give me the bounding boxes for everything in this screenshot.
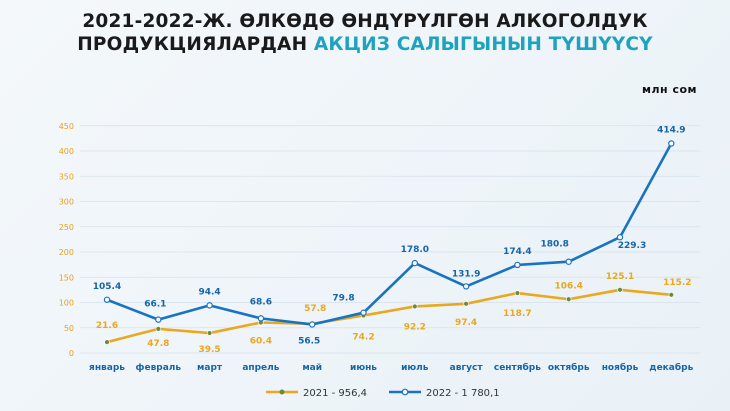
data-label-2022: 131.9 [452,269,480,279]
point-2021 [668,292,674,298]
legend-label-2022: 2022 - 1 780,1 [426,388,500,399]
data-label-2021: 47.8 [147,339,169,349]
chart-title: 2021-2022-Ж. ӨЛКӨДӨ ӨНДҮРҮЛГӨН АЛКОГОЛДУ… [0,10,730,56]
x-tick-label: май [302,363,322,373]
point-2022 [514,261,521,269]
legend-label-2021: 2021 - 956,4 [303,388,367,399]
y-tick-label: 100 [59,299,74,308]
point-2021 [206,330,213,336]
point-2022 [411,259,418,267]
x-tick-label: октябрь [548,362,590,373]
x-tick-label: август [450,363,484,373]
y-tick-label: 400 [59,147,74,156]
data-label-2022: 178.0 [401,245,429,255]
y-tick-label: 200 [59,248,74,257]
data-label-2022: 414.9 [657,125,685,135]
y-tick-label: 300 [59,198,74,207]
data-label-2022: 229.3 [618,241,646,251]
point-2022 [565,258,572,265]
x-tick-label: ноябрь [602,362,639,373]
data-label-2021: 125.1 [606,272,634,282]
data-label-2021: 74.2 [352,333,374,343]
point-2022 [206,302,213,309]
point-2022 [360,309,367,316]
unit-label: млн сом [642,83,698,96]
data-label-2022: 56.5 [298,336,320,346]
data-label-2021: 60.4 [250,336,272,346]
data-label-2021: 21.6 [96,321,118,331]
title-line-2: ПРОДУКЦИЯЛАРДАН АКЦИЗ САЛЫГЫНЫН ТҮШҮҮСҮ [0,33,730,56]
x-tick-label: февраль [136,363,182,373]
data-label-2021: 39.5 [198,345,220,355]
data-label-2022: 66.1 [144,300,166,310]
data-label-2021: 97.4 [455,318,477,328]
point-2022 [668,140,675,147]
data-label-2021: 118.7 [503,309,531,319]
data-label-2021: 115.2 [663,278,691,288]
data-label-2021: 106.4 [554,281,582,291]
data-label-2022: 68.6 [250,297,272,307]
x-tick-label: январь [89,363,125,373]
data-label-2021: 57.8 [304,304,326,314]
series-line-2021 [106,288,672,344]
point-2021 [514,290,521,296]
data-label-2021: 92.2 [404,322,426,332]
y-tick-label: 350 [59,172,74,181]
y-tick-label: 150 [59,273,74,282]
point-2021 [104,339,110,345]
x-tick-label: март [197,363,223,373]
data-label-2022: 105.4 [93,282,121,292]
x-tick-label: декабрь [649,362,693,373]
point-2021 [412,303,418,310]
series-line-2022 [106,142,673,326]
x-tick-label: июль [401,363,429,373]
x-tick-label: апрель [242,363,279,373]
title-line-2-b: АКЦИЗ САЛЫГЫНЫН ТҮШҮҮСҮ [313,34,653,55]
point-2022 [155,316,162,323]
legend-marker-2021 [279,389,285,395]
y-tick-label: 450 [59,122,74,131]
x-tick-label: сентябрь [494,362,541,373]
y-tick-label: 50 [64,324,74,333]
point-2022 [462,283,470,290]
title-line-1: 2021-2022-Ж. ӨЛКӨДӨ ӨНДҮРҮЛГӨН АЛКОГОЛДУ… [82,11,648,32]
point-2022 [257,315,265,322]
point-2022 [616,234,624,241]
title-line-2-a: ПРОДУКЦИЯЛАРДАН [77,34,314,55]
point-2021 [617,287,623,293]
point-2021 [463,301,469,307]
point-2022 [103,296,111,303]
point-2021 [565,296,572,302]
data-label-2022: 174.4 [503,247,531,257]
x-tick-label: июнь [350,363,377,373]
y-tick-label: 250 [59,223,74,232]
data-label-2022: 94.4 [198,287,220,297]
point-2021 [155,326,162,332]
legend-marker-2022 [401,388,409,396]
data-label-2022: 180.8 [540,240,568,250]
point-2022 [309,321,316,328]
data-label-2022: 79.8 [332,294,354,304]
y-tick-label: 0 [69,349,74,358]
